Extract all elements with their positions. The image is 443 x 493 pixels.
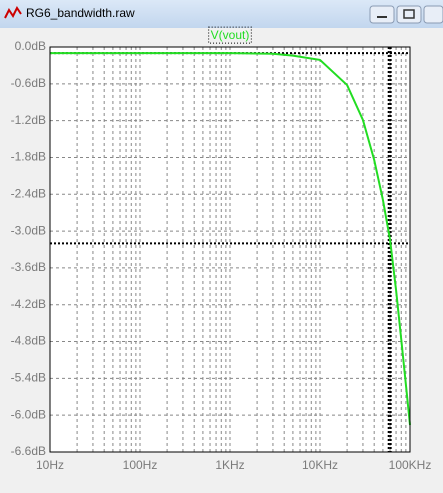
y-tick-label: -5.4dB <box>11 371 46 385</box>
y-tick-label: -1.2dB <box>11 113 46 127</box>
app-icon <box>4 6 22 19</box>
x-tick-label: 100KHz <box>389 458 432 472</box>
close-button[interactable] <box>423 5 443 24</box>
y-tick-label: -3.6dB <box>11 260 46 274</box>
x-tick-label: 10Hz <box>36 458 64 472</box>
y-tick-label: -0.6dB <box>11 76 46 90</box>
minimize-button[interactable] <box>369 5 395 24</box>
y-tick-label: -6.0dB <box>11 407 46 421</box>
plot: V(vout) <box>50 26 411 452</box>
window-title: RG6_bandwidth.raw <box>26 6 135 20</box>
window-buttons[interactable] <box>369 5 443 24</box>
series-line <box>50 52 411 426</box>
legend-label: V(vout) <box>211 28 250 42</box>
y-tick-label: -6.6dB <box>11 444 46 458</box>
plot-frame <box>49 46 411 453</box>
y-tick-label: -3.0dB <box>11 223 46 237</box>
y-tick-label: -4.2dB <box>11 297 46 311</box>
y-tick-label: 0.0dB <box>15 39 46 53</box>
y-tick-label: -2.4dB <box>11 186 46 200</box>
y-tick-label: -1.8dB <box>11 150 46 164</box>
maximize-button[interactable] <box>396 5 422 24</box>
x-tick-label: 100Hz <box>123 458 158 472</box>
legend-box <box>208 26 252 44</box>
y-tick-label: -4.8dB <box>11 334 46 348</box>
maximize-icon <box>403 9 415 19</box>
x-tick-label: 1KHz <box>215 458 244 472</box>
title-bar <box>0 0 443 28</box>
x-tick-label: 10KHz <box>302 458 338 472</box>
